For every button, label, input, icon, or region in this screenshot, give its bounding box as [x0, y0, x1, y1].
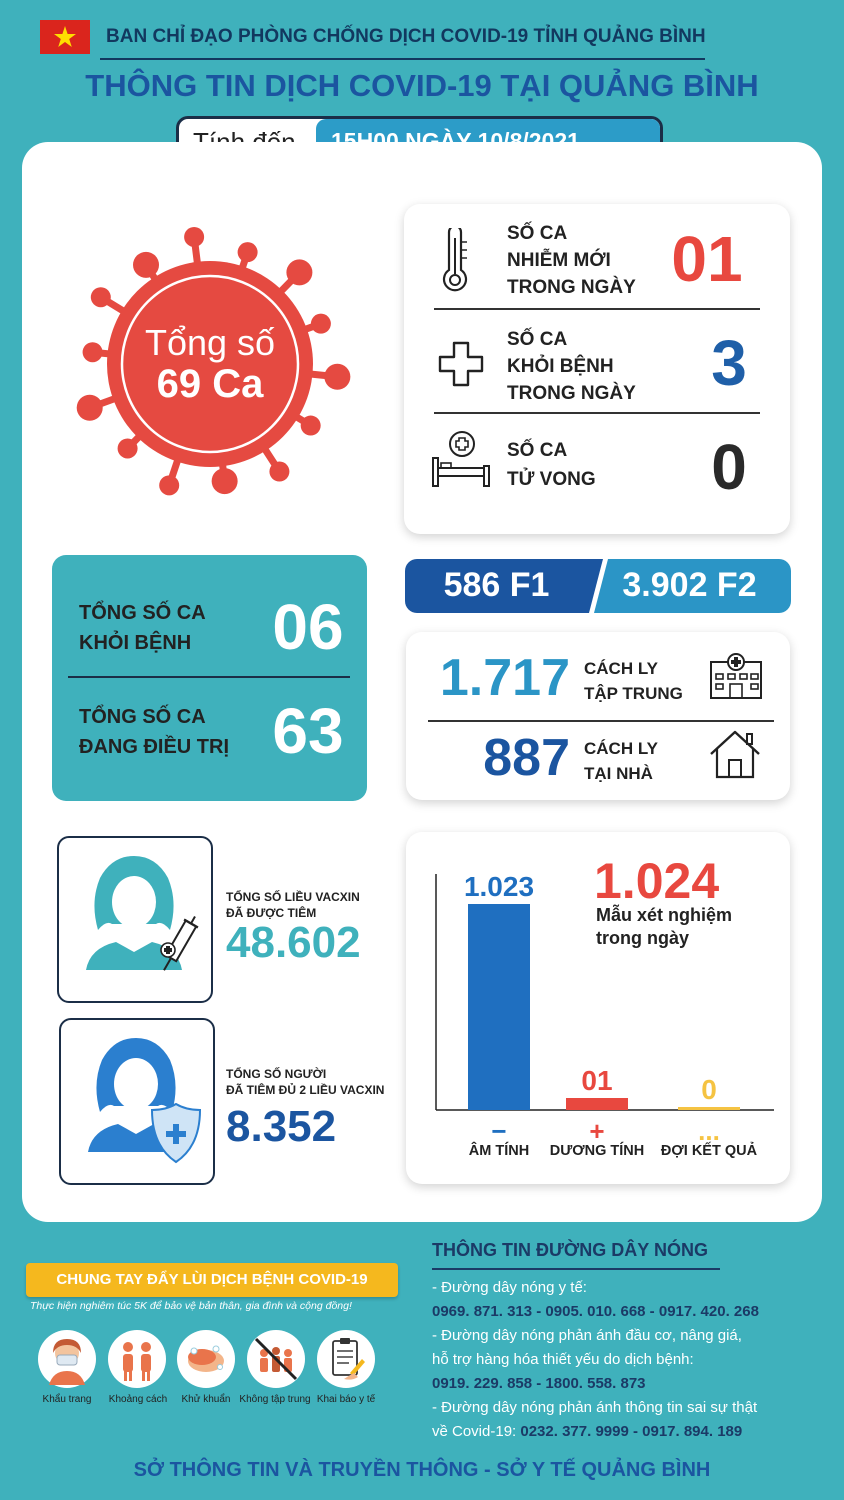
- tests-label-1: Mẫu xét nghiệm: [596, 905, 733, 925]
- health-declaration-icon: [317, 1330, 375, 1388]
- chart-category-label: DƯƠNG TÍNH: [550, 1142, 644, 1159]
- thermometer-icon: [442, 228, 468, 292]
- distance-icon: [108, 1330, 166, 1388]
- recovered-label-2: KHỎI BỆNH: [507, 356, 614, 377]
- hotline-line-3: - Đường dây nóng phản ánh đầu cơ, nâng g…: [432, 1327, 742, 1344]
- hand-wash-icon: [177, 1330, 235, 1388]
- hotline-numbers-1: 0969. 871. 313 - 0905. 010. 668 - 0917. …: [432, 1303, 759, 1320]
- chart-bar: [566, 1098, 628, 1110]
- campaign-item-mask: Khẩu trang: [42, 1394, 92, 1405]
- tests-total: 1.024: [594, 853, 720, 909]
- page-title: THÔNG TIN DỊCH COVID-19 TẠI QUẢNG BÌNH: [85, 68, 759, 103]
- chart-category-label: ĐỢI KẾT QUẢ: [661, 1142, 758, 1159]
- total-treating-value: 63: [272, 695, 344, 767]
- footer-text: SỞ THÔNG TIN VÀ TRUYỀN THÔNG - SỞ Y TẾ Q…: [133, 1459, 711, 1481]
- chart-value-label: 1.023: [464, 871, 534, 902]
- test-bar-chart: 1.023 −ÂM TÍNH 01 +DƯƠNG TÍNH 0...ĐỢI KẾT QU…: [435, 871, 774, 1159]
- hotline-block: - Đường dây nóng y tế: 0969. 871. 313 - …: [432, 1276, 759, 1444]
- new-label-1: SỐ CA: [507, 223, 568, 244]
- no-gathering-icon: [247, 1330, 305, 1388]
- hotline-numbers-2: 0919. 229. 858 - 1800. 558. 873: [432, 1375, 646, 1392]
- chart-bar: [468, 904, 530, 1110]
- full-value: 8.352: [226, 1102, 337, 1151]
- total-label: Tổng số: [144, 322, 276, 363]
- daily-card: [404, 204, 790, 534]
- totals-box: [52, 555, 367, 801]
- mask-icon: [38, 1330, 96, 1388]
- building-icon: [710, 653, 762, 699]
- new-value: 01: [671, 223, 743, 295]
- campaign-banner-text: CHUNG TAY ĐẨY LÙI DỊCH BỆNH COVID-19: [56, 1271, 368, 1288]
- doses-value: 48.602: [226, 918, 361, 967]
- deaths-value: 0: [711, 431, 747, 503]
- header-org: BAN CHỈ ĐẠO PHÒNG CHỐNG DỊCH COVID-19 TỈ…: [106, 26, 706, 47]
- f2-value: 3.902 F2: [622, 566, 757, 604]
- deaths-label-1: SỐ CA: [507, 440, 568, 461]
- nurse-syringe-icon: [86, 856, 199, 971]
- virus-icon: [76, 226, 351, 496]
- chart-symbol: +: [589, 1116, 604, 1146]
- recovered-value: 3: [711, 327, 747, 399]
- chart-category-label: ÂM TÍNH: [469, 1141, 529, 1159]
- chart-value-label: 01: [581, 1065, 612, 1096]
- house-icon: [710, 730, 760, 779]
- deaths-label-2: TỬ VONG: [507, 469, 596, 490]
- contacts-banner: [405, 559, 791, 613]
- total-recovered-value: 06: [272, 591, 344, 663]
- doses-label-1: TỔNG SỐ LIỀU VACXIN: [226, 890, 360, 904]
- medical-cross-icon: [438, 341, 484, 387]
- campaign-banner: [26, 1263, 398, 1297]
- full-label-1: TỔNG SỐ NGƯỜI: [226, 1067, 327, 1081]
- campaign-item-no-gathering: Không tập trung: [239, 1394, 311, 1405]
- total-treating-label-2: ĐANG ĐIỀU TRỊ: [79, 736, 229, 758]
- hotline-line-6: - Đường dây nóng phản ánh thông tin sai …: [432, 1399, 758, 1416]
- hotline-line-1: - Đường dây nóng y tế:: [432, 1279, 587, 1296]
- chart-value-label: 0: [701, 1074, 717, 1105]
- central-quarantine-value: 1.717: [439, 649, 570, 707]
- total-value: 69 Ca: [156, 362, 264, 406]
- central-quarantine-label-2: TẬP TRUNG: [584, 684, 683, 703]
- recovered-label-1: SỐ CA: [507, 329, 568, 350]
- header-rule: [100, 58, 705, 60]
- home-quarantine-label-2: TẠI NHÀ: [584, 764, 653, 783]
- recovered-label-3: TRONG NGÀY: [507, 383, 636, 404]
- doses-label-2: ĐÃ ĐƯỢC TIÊM: [226, 906, 317, 920]
- full-label-2: ĐÃ TIÊM ĐỦ 2 LIỀU VACXIN: [226, 1083, 385, 1097]
- person-shield-icon: [88, 1038, 202, 1164]
- chart-symbol: −: [491, 1116, 506, 1146]
- hotline-title: THÔNG TIN ĐƯỜNG DÂY NÓNG: [432, 1240, 708, 1260]
- total-treating-label-1: TỔNG SỐ CA: [79, 706, 206, 728]
- hotline-line-4: hỗ trợ hàng hóa thiết yếu do dịch bệnh:: [432, 1351, 694, 1368]
- hotline-line-7-prefix: về Covid-19:: [432, 1423, 521, 1440]
- quarantine-card: [406, 632, 790, 800]
- total-recovered-label-1: TỔNG SỐ CA: [79, 602, 206, 624]
- new-label-3: TRONG NGÀY: [507, 277, 636, 298]
- central-quarantine-label-1: CÁCH LY: [584, 659, 658, 678]
- hotline-numbers-3: 0232. 377. 9999 - 0917. 894. 189: [520, 1423, 743, 1440]
- home-quarantine-label-1: CÁCH LY: [584, 739, 658, 758]
- chart-symbol: ...: [698, 1116, 720, 1146]
- campaign-item-distance: Khoảng cách: [108, 1394, 168, 1405]
- campaign-subtitle: Thực hiện nghiêm túc 5K để bảo vệ bản th…: [30, 1300, 352, 1312]
- chart-bar: [678, 1107, 740, 1110]
- tests-label-2: trong ngày: [596, 928, 689, 948]
- vietnam-flag-icon: [40, 20, 90, 54]
- campaign-item-wash: Khử khuẩn: [181, 1394, 231, 1405]
- total-recovered-label-2: KHỎI BỆNH: [79, 632, 192, 654]
- new-label-2: NHIỄM MỚI: [507, 250, 611, 271]
- home-quarantine-value: 887: [483, 729, 570, 787]
- f1-value: 586 F1: [443, 566, 550, 604]
- hotline-rule: [432, 1268, 720, 1270]
- hospital-bed-icon: [432, 431, 490, 487]
- campaign-item-declaration: Khai báo y tế: [316, 1394, 376, 1405]
